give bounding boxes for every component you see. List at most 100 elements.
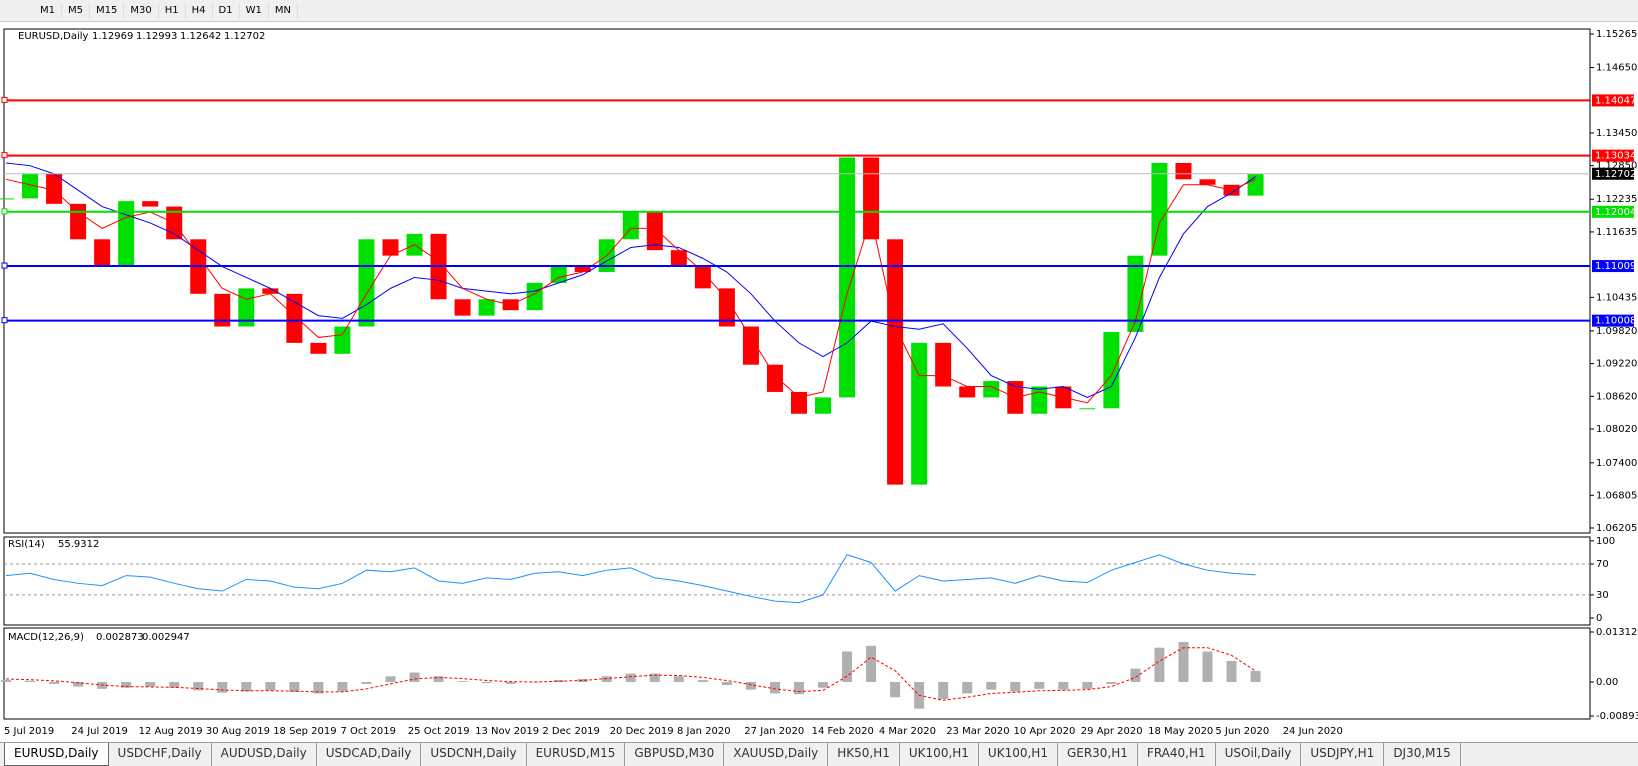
level-label: 1.14047	[1595, 95, 1636, 106]
level-handle	[1, 152, 8, 159]
chart-tab[interactable]: FRA40,H1	[1138, 743, 1216, 766]
chart: EURUSD,Daily 1.12969 1.12993 1.12642 1.1…	[0, 28, 1638, 737]
macd-bar	[649, 673, 660, 682]
candle	[863, 157, 880, 240]
timeframe-button[interactable]: M1	[34, 3, 62, 18]
toolbar: M1 M5 M15 M30 H1 H4 D1 W1 MN	[0, 0, 1638, 22]
close: 1.12702	[224, 31, 265, 42]
chart-tab[interactable]: UK100,H1	[900, 743, 979, 766]
macd-bar	[481, 681, 492, 684]
level-label-box	[1592, 205, 1634, 218]
macd-bar	[409, 672, 420, 682]
candle	[718, 288, 735, 327]
macd-bar	[938, 681, 949, 700]
macd-last: 0.002873	[96, 632, 144, 643]
candle	[766, 364, 783, 392]
macd-bar	[73, 681, 84, 687]
candle	[286, 293, 303, 343]
y-tick-label: 1.07400	[1596, 458, 1637, 469]
level-label-box	[1592, 260, 1634, 273]
chart-tab[interactable]: XAUUSD,Daily	[724, 743, 829, 766]
macd-bar	[1034, 681, 1045, 689]
x-tick-label: 10 Apr 2020	[1014, 726, 1076, 737]
macd-bar	[673, 676, 684, 682]
macd-bar	[625, 673, 636, 682]
y-tick-label: 1.08620	[1596, 391, 1637, 402]
macd-bar	[745, 681, 756, 690]
y-tick-label: 1.11635	[1596, 227, 1637, 238]
candle	[70, 203, 87, 240]
macd-bar	[986, 681, 997, 690]
x-tick-label: 12 Aug 2019	[139, 726, 203, 737]
macd-bar	[1010, 681, 1021, 692]
macd-bar	[1202, 651, 1213, 682]
candle	[550, 266, 567, 283]
x-tick-label: 8 Jan 2020	[677, 726, 731, 737]
macd-bar	[457, 681, 468, 682]
chart-tab[interactable]: USDCNH,Daily	[421, 743, 527, 766]
candle	[983, 381, 1000, 398]
moving-average	[5, 178, 1256, 404]
chart-tab[interactable]: USDJPY,H1	[1301, 743, 1385, 766]
macd-bar	[1250, 670, 1261, 682]
price-label-box	[1592, 167, 1634, 180]
y-tick-label: 1.08020	[1596, 424, 1637, 435]
macd-bar	[49, 681, 60, 684]
y-tick-label: 0	[1596, 613, 1602, 624]
macd-bar	[145, 681, 156, 687]
price-label: 1.12702	[1595, 169, 1636, 180]
macd-bar	[25, 680, 36, 682]
candle	[694, 266, 711, 289]
chart-tab[interactable]: GBPUSD,M30	[625, 743, 725, 766]
x-tick-label: 5 Jun 2020	[1215, 726, 1269, 737]
chart-tab[interactable]: AUDUSD,Daily	[212, 743, 317, 766]
macd-bar	[1226, 661, 1237, 682]
chart-tab[interactable]: EURUSD,M15	[527, 743, 626, 766]
macd-bar	[1058, 681, 1069, 690]
macd-bar	[697, 680, 708, 682]
x-tick-label: 25 Oct 2019	[408, 726, 470, 737]
chart-tab[interactable]: USOil,Daily	[1216, 743, 1302, 766]
y-tick-label: 1.15265	[1596, 29, 1637, 40]
macd-bar	[890, 681, 901, 698]
timeframe-button[interactable]: M30	[124, 3, 159, 18]
timeframe-button[interactable]: M15	[90, 3, 125, 18]
chart-tab[interactable]: HK50,H1	[828, 743, 900, 766]
timeframe-button[interactable]: M5	[62, 3, 90, 18]
y-tick-label: 1.12235	[1596, 194, 1637, 205]
timeframe-button[interactable]: W1	[240, 3, 269, 18]
chart-tab[interactable]: UK100,H1	[979, 743, 1058, 766]
y-tick-label: 1.09220	[1596, 359, 1637, 370]
chart-tab[interactable]: USDCAD,Daily	[317, 743, 422, 766]
macd-bar	[818, 681, 829, 688]
chart-tab[interactable]: GER30,H1	[1058, 743, 1138, 766]
macd-bar	[265, 681, 276, 691]
moving-average	[5, 162, 1256, 398]
candle	[1199, 179, 1216, 185]
level-label: 1.12004	[1595, 207, 1636, 218]
timeframe-button[interactable]: MN	[269, 3, 298, 18]
macd-bar	[1130, 668, 1141, 682]
timeframe-button[interactable]: D1	[213, 3, 240, 18]
macd-bar	[169, 681, 180, 688]
high: 1.12993	[136, 31, 177, 42]
macd-bar	[601, 676, 612, 682]
level-handle	[1, 208, 8, 215]
macd-bar	[769, 681, 780, 694]
macd-bar	[553, 680, 564, 682]
chart-tab[interactable]: DJ30,M15	[1384, 743, 1461, 766]
chart-tab[interactable]: EURUSD,Daily	[4, 743, 109, 766]
candle	[214, 293, 231, 327]
candle	[1103, 331, 1120, 409]
timeframe-button[interactable]: H4	[186, 3, 213, 18]
chart-tab[interactable]: USDCHF,Daily	[109, 743, 212, 766]
macd-panel	[3, 627, 1591, 720]
timeframe-button[interactable]: H1	[159, 3, 186, 18]
macd-bar	[121, 681, 132, 688]
x-tick-label: 18 Sep 2019	[273, 726, 336, 737]
candle	[815, 397, 832, 414]
tab-bar: EURUSD,Daily USDCHF,Daily AUDUSD,Daily USDC…	[0, 742, 1638, 766]
candle	[1175, 162, 1192, 180]
candle	[959, 386, 976, 398]
